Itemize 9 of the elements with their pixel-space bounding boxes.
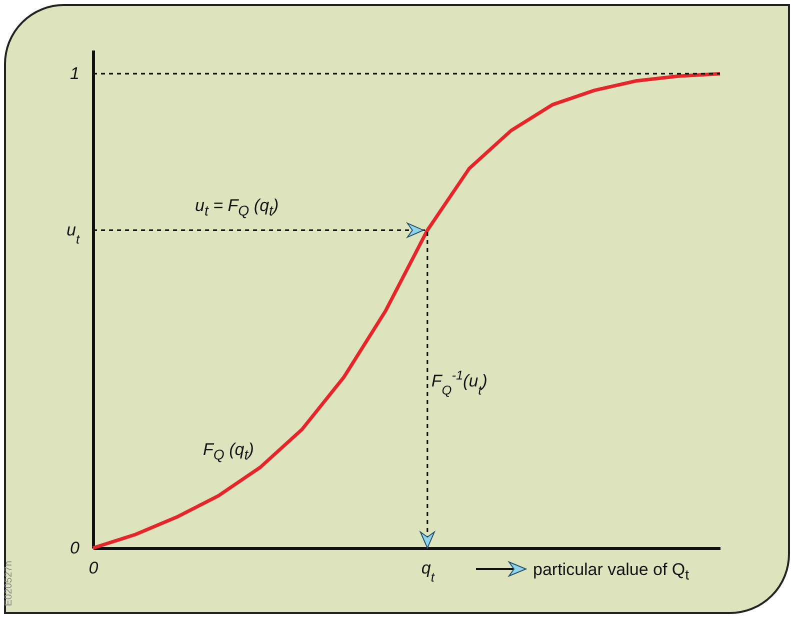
y-tick-label: 1 xyxy=(70,64,80,84)
x-tick-label: q$_{t}$ xyxy=(421,558,435,584)
text: E020527n xyxy=(3,560,14,606)
annotation: u$_{t}$ = F$_{Q}$ (q$_{t}$) xyxy=(195,196,279,220)
y-tick-label: 0 xyxy=(70,538,80,558)
text: particular value of Q$_{t}$ xyxy=(533,560,690,584)
annotation: F$_{Q}$$^{-1}$(u$_{t}$) xyxy=(431,367,488,398)
annotation: F$_{Q}$ (q$_{t}$) xyxy=(203,440,254,464)
y-tick-label: u$_{t}$ xyxy=(66,220,80,246)
